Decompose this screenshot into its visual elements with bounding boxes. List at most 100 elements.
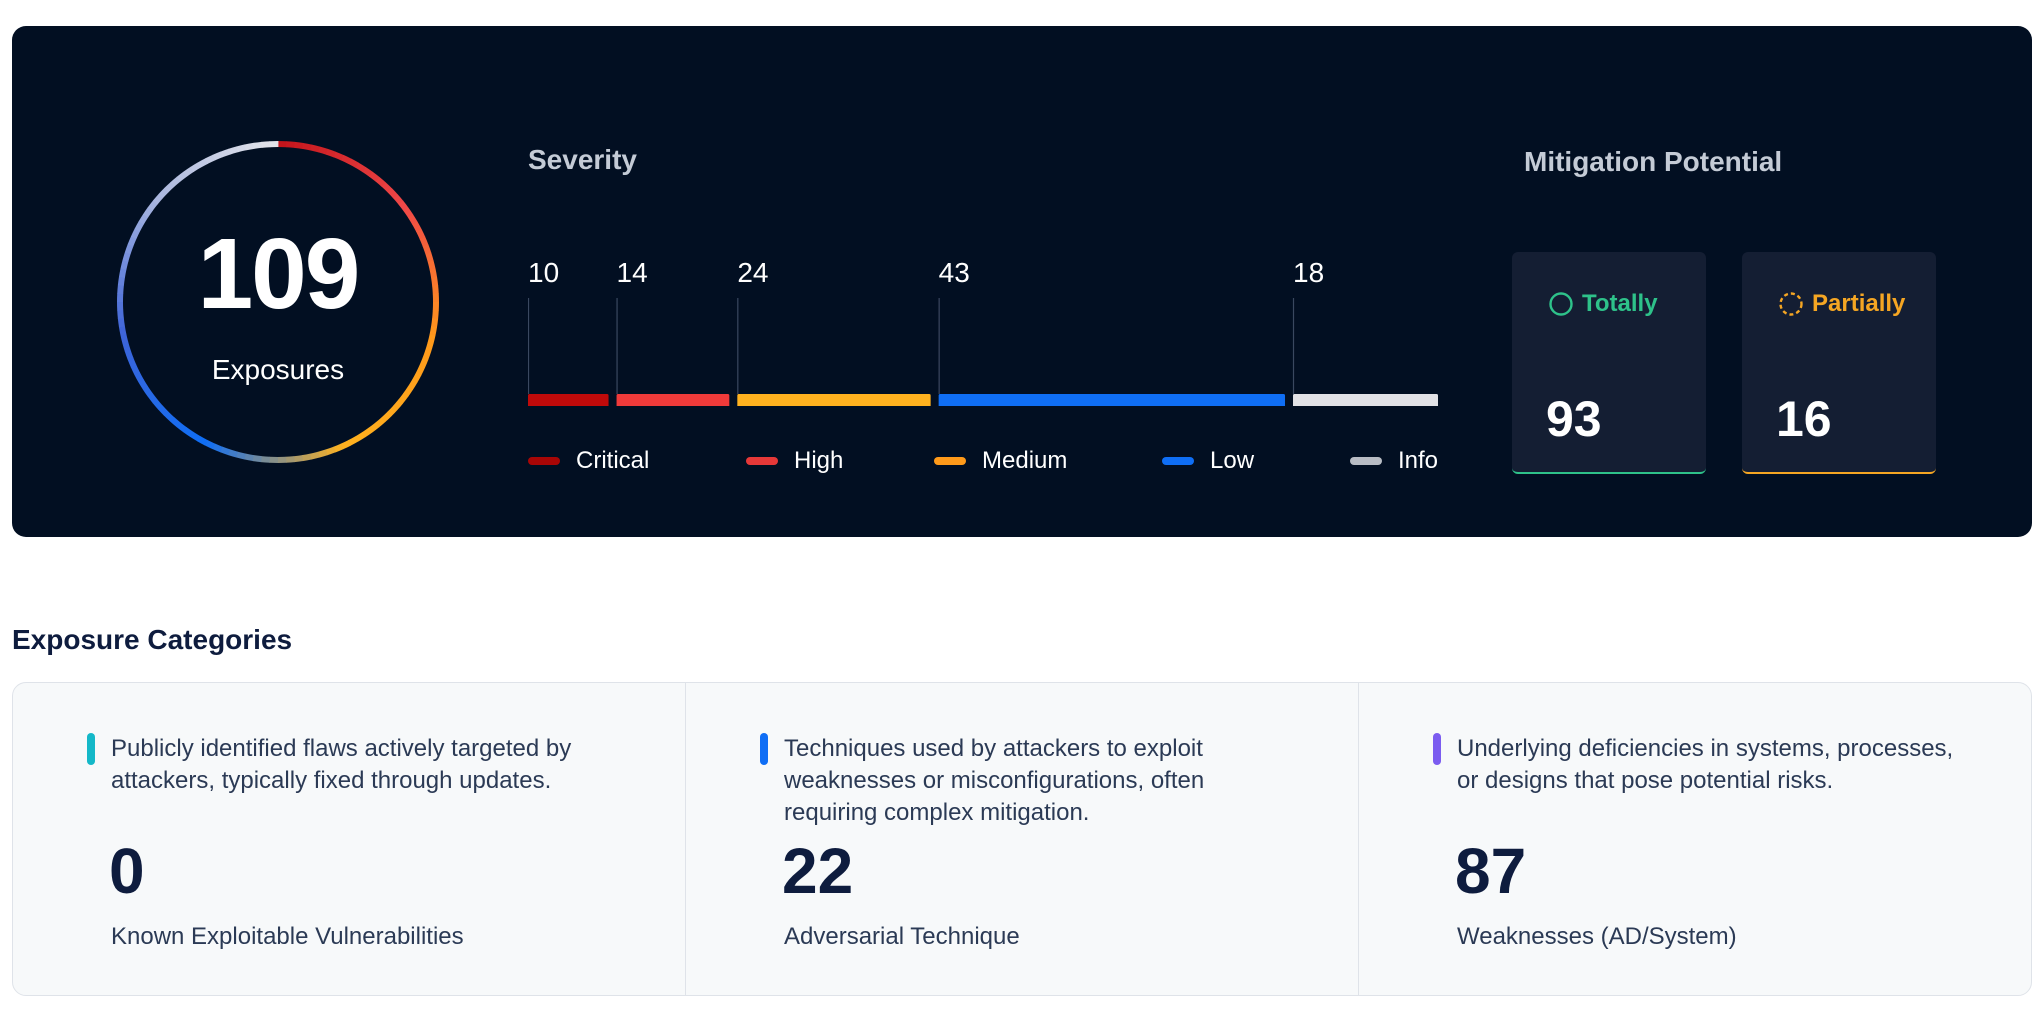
mitigation-partially-card[interactable]: Partially 16	[1742, 252, 1936, 474]
ring-segment	[158, 187, 169, 199]
ring-segment	[252, 455, 262, 463]
legend-item-high[interactable]: High	[746, 446, 843, 476]
ring-segment	[260, 456, 270, 463]
ring-segment	[158, 405, 169, 416]
ring-segment	[163, 411, 175, 422]
mitigation-totally-header: Totally	[1548, 290, 1658, 318]
ring-segment	[212, 151, 223, 161]
ring-segment	[387, 188, 398, 199]
category-card-vulnerabilities[interactable]: Publicly identified flaws actively targe…	[13, 683, 685, 995]
mitigation-totally-card[interactable]: Totally 93	[1512, 252, 1706, 474]
ring-segment	[164, 182, 175, 193]
ring-segment	[325, 446, 336, 456]
legend-label: Medium	[982, 447, 1068, 474]
ring-segment	[219, 446, 231, 456]
category-description: Publicly identified flaws actively targe…	[111, 735, 572, 794]
ring-segment	[381, 411, 392, 422]
severity-bar-rect	[938, 394, 1286, 406]
mitigation-totally-value: 93	[1546, 391, 1602, 447]
category-description: Underlying deficiencies in systems, proc…	[1457, 735, 1954, 794]
legend-swatch	[528, 457, 560, 465]
ring-segment	[228, 146, 239, 155]
ring-segment	[362, 427, 373, 438]
ring-segment	[310, 144, 321, 153]
severity-bar-rect	[737, 394, 931, 406]
ring-segment	[302, 142, 312, 151]
category-label: Weaknesses (AD/System)	[1457, 923, 1737, 950]
legend-label: High	[794, 447, 844, 474]
legend-swatch	[1349, 457, 1382, 465]
ring-segment	[403, 386, 414, 397]
legend-item-critical[interactable]: Critical	[528, 446, 649, 476]
ring-segment	[429, 326, 438, 336]
mitigation-partially-value: 16	[1776, 391, 1832, 447]
severity-count-label: 14	[617, 257, 648, 288]
severity-bar-medium[interactable]: 24	[737, 257, 931, 406]
severity-bar-low[interactable]: 43	[938, 257, 1286, 406]
ring-segment	[387, 405, 398, 417]
ring-segment	[381, 182, 393, 193]
ring-segment	[392, 399, 404, 411]
severity-bar-high[interactable]: 14	[616, 257, 730, 406]
category-count: 22	[782, 835, 854, 907]
ring-segment	[183, 427, 194, 438]
circle-icon	[1549, 292, 1573, 316]
ring-segment	[252, 141, 263, 149]
legend-swatch	[1162, 457, 1194, 465]
ring-segment	[368, 422, 380, 433]
ring-segment	[170, 176, 181, 187]
ring-segment	[333, 443, 344, 453]
ring-segment	[375, 176, 387, 188]
legend-item-low[interactable]: Low	[1162, 446, 1254, 476]
ring-segment	[244, 142, 255, 151]
severity-bar-critical[interactable]: 10	[528, 257, 609, 406]
category-card-adversarial-technique[interactable]: Techniques used by attackers to exploit …	[685, 683, 1358, 995]
ring-segment	[398, 200, 409, 212]
ring-segment	[138, 213, 149, 225]
ring-segment	[285, 456, 295, 463]
severity-bars: 10 14 24 43 18	[528, 257, 1438, 406]
severity-count-label: 24	[737, 257, 768, 288]
severity-count-label: 10	[528, 257, 559, 288]
legend-item-medium[interactable]: Medium	[934, 446, 1067, 476]
ring-segment	[197, 436, 208, 446]
category-count: 0	[109, 835, 145, 907]
category-label: Known Exploitable Vulnerabilities	[111, 923, 464, 950]
ring-segment	[333, 151, 344, 161]
severity-count-label: 18	[1293, 257, 1324, 288]
ring-segment	[152, 399, 163, 410]
ring-segment	[169, 416, 181, 428]
ring-segment	[375, 417, 386, 428]
ring-segment	[362, 166, 373, 177]
ring-segment	[227, 449, 238, 458]
ring-segment	[398, 393, 409, 404]
ring-segment	[369, 171, 380, 182]
ring-segment	[348, 158, 359, 168]
severity-title: Severity	[528, 144, 637, 175]
ring-segment	[393, 194, 404, 205]
ring-segment	[176, 171, 188, 182]
ring-segment	[286, 141, 296, 148]
exposure-summary-panel: 109 Exposures Severity 10 14 24 43 18 Critic…	[12, 26, 2032, 537]
ring-segment	[325, 148, 337, 158]
dashed-circle-icon	[1779, 292, 1803, 316]
ring-segment	[120, 333, 129, 344]
severity-bar-rect	[616, 394, 730, 406]
ring-segment	[183, 166, 194, 177]
severity-bar-info[interactable]: 18	[1292, 257, 1438, 406]
legend-swatch	[934, 457, 966, 465]
category-card-weaknesses[interactable]: Underlying deficiencies in systems, proc…	[1358, 683, 2031, 995]
ring-segment	[176, 422, 187, 433]
ring-segment	[197, 158, 209, 168]
ring-segment	[261, 141, 271, 148]
exposure-categories-title: Exposure Categories	[12, 624, 293, 655]
ring-segment	[294, 141, 304, 149]
category-accent-bar	[87, 733, 95, 765]
legend-label: Low	[1210, 447, 1255, 474]
ring-segment	[204, 439, 215, 450]
ring-segment	[147, 200, 158, 211]
category-description: Techniques used by attackers to exploit …	[784, 735, 1205, 826]
ring-segment	[293, 455, 304, 463]
exposures-ring: 109 Exposures	[104, 128, 452, 476]
legend-item-info[interactable]: Info	[1349, 446, 1438, 476]
